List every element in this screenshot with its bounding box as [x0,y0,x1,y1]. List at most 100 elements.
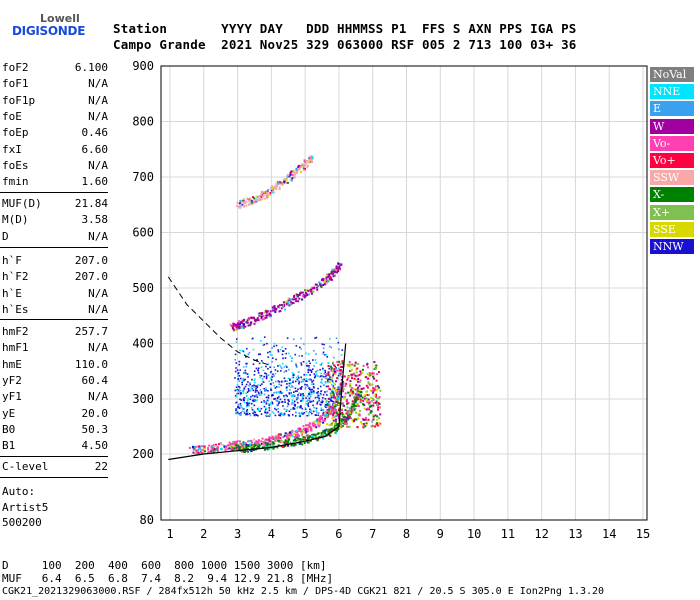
echo-point [253,322,256,325]
echo-point [344,409,347,412]
echo-point [268,444,271,447]
echo-point [251,337,254,340]
echo-point [257,407,260,410]
echo-point [331,400,334,402]
echo-point [285,386,288,389]
param-row: hmF2 257.7 [2,325,108,341]
echo-point [276,446,279,449]
echo-point [235,441,238,444]
echo-point [376,415,379,418]
echo-point [248,318,251,321]
echo-point [296,390,298,392]
echo-point [289,379,291,381]
echo-point [247,397,250,400]
echo-point [250,443,253,446]
echo-point [275,391,277,394]
echo-point [341,370,344,373]
echo-point [270,440,273,443]
echo-point [284,357,287,359]
echo-point [239,446,242,449]
echo-point [330,411,333,413]
echo-point [260,401,263,403]
echo-point [280,412,282,414]
echo-point [298,434,301,437]
echo-point [290,382,292,385]
echo-point [249,443,252,446]
echo-point [297,394,299,397]
echo-point [325,377,328,380]
echo-point [344,384,347,387]
echo-point [193,445,196,448]
echo-point [252,389,255,392]
echo-point [307,402,310,405]
echo-point [316,418,319,421]
echo-point [287,414,290,416]
echo-point [329,277,332,280]
echo-point [280,181,283,184]
echo-point [229,444,232,447]
echo-point [315,283,318,286]
echo-point [369,411,372,414]
echo-point [264,409,267,412]
echo-point [211,447,214,450]
echo-point [301,386,303,388]
echo-point [287,173,290,176]
echo-point [227,444,230,447]
echo-point [265,407,268,410]
echo-point [296,406,299,409]
echo-point [197,448,200,451]
echo-point [352,387,355,390]
echo-point [304,408,307,410]
echo-point [312,400,315,402]
echo-point [253,316,256,319]
echo-point [283,371,286,373]
echo-point [253,442,256,445]
echo-point [308,399,311,402]
echo-point [354,388,357,391]
echo-point [197,451,200,454]
echo-point [328,367,330,370]
echo-point [301,407,304,410]
param-row: B1 4.50 [2,439,108,455]
echo-point [208,450,211,453]
echo-point [309,439,312,442]
echo-point [303,378,305,381]
echo-point [291,399,294,402]
echo-point [225,445,228,448]
echo-point [271,354,273,357]
echo-point [291,177,294,180]
echo-point [248,402,251,405]
echo-point [269,377,272,380]
echo-point [241,381,243,384]
echo-point [247,376,249,378]
echo-point [332,275,335,278]
echo-point [315,373,318,376]
echo-point [288,410,291,413]
echo-point [370,399,373,402]
echo-point [264,390,267,392]
echo-point [235,338,238,340]
x-tick-label: 7 [369,527,376,541]
echo-point [368,401,371,404]
param-row: M(D) 3.58 [2,213,108,229]
param-row: MUF(D) 21.84 [2,197,108,213]
echo-point [318,435,321,438]
echo-point [276,400,279,402]
echo-point [309,156,312,159]
echo-point [372,402,375,405]
echo-point [238,374,241,377]
echo-point [246,403,249,406]
echo-point [245,383,248,386]
echo-point [246,319,249,322]
echo-point [279,413,282,415]
echo-point [274,188,277,191]
echo-point [271,360,274,363]
echo-point [300,381,303,383]
echo-point [231,446,234,449]
echo-point [252,412,254,415]
echo-point [302,394,305,397]
echo-point [378,417,381,420]
echo-point [348,417,351,420]
echo-point [285,370,288,372]
param-value: 20.0 [81,406,109,420]
